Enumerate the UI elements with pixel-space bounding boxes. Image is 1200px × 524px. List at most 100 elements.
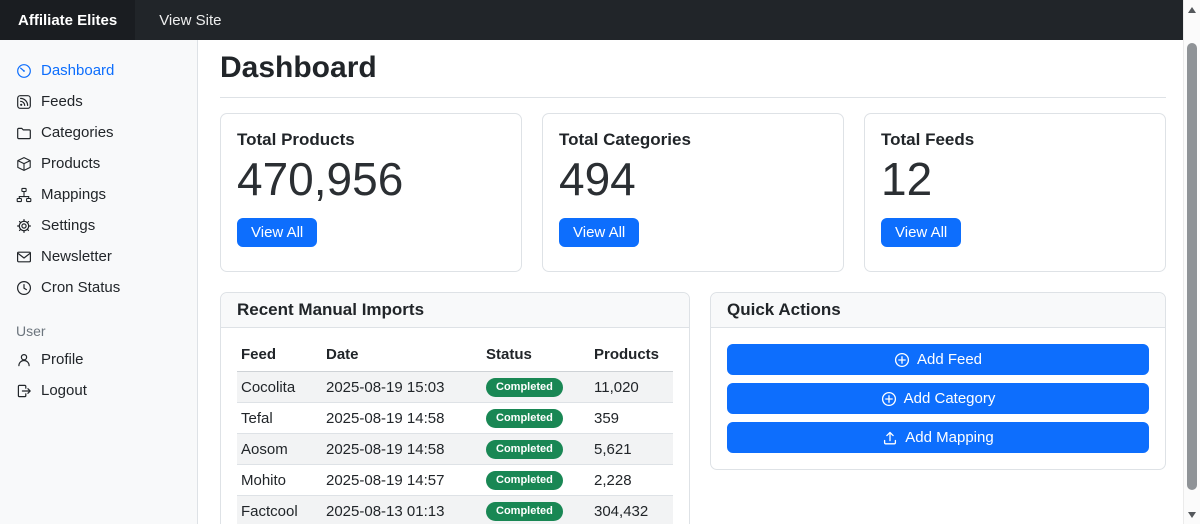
- gear-icon: [16, 218, 32, 234]
- box-icon: [16, 156, 32, 172]
- view-all-products-button[interactable]: View All: [237, 217, 318, 247]
- sidebar-item-label: Newsletter: [41, 248, 112, 265]
- sidebar-item-label: Mappings: [41, 186, 107, 203]
- person-icon: [16, 352, 32, 368]
- add-category-button[interactable]: Add Category: [727, 383, 1149, 414]
- column-header-products: Products: [590, 340, 673, 372]
- cell-feed: Mohito: [237, 464, 322, 496]
- stat-value: 12: [881, 153, 933, 205]
- envelope-icon: [16, 249, 32, 265]
- table-row: Aosom 2025-08-19 14:58 Completed 5,621: [237, 433, 673, 465]
- table-row: Mohito 2025-08-19 14:57 Completed 2,228: [237, 464, 673, 496]
- cell-feed: Cocolita: [237, 371, 322, 403]
- body-row: Dashboard Feeds Categories: [0, 40, 1183, 524]
- status-badge: Completed: [486, 378, 563, 397]
- stats-row: Total Products 470,956 View All Total Ca…: [220, 113, 1166, 272]
- sidebar-section-user: User: [16, 323, 46, 339]
- brand-link[interactable]: Affiliate Elites: [0, 0, 136, 40]
- speedometer-icon: [16, 63, 32, 79]
- view-all-feeds-button[interactable]: View All: [881, 217, 962, 247]
- rss-icon: [16, 94, 32, 110]
- sidebar-item-dashboard[interactable]: Dashboard: [0, 55, 197, 86]
- quick-actions-title: Quick Actions: [711, 293, 1165, 328]
- sidebar-item-label: Logout: [41, 382, 87, 399]
- table-row: Cocolita 2025-08-19 15:03 Completed 11,0…: [237, 371, 673, 403]
- sidebar-item-logout[interactable]: Logout: [0, 375, 197, 406]
- sidebar-item-newsletter[interactable]: Newsletter: [0, 241, 197, 272]
- folder-icon: [16, 125, 32, 141]
- table-row: Factcool 2025-08-13 01:13 Completed 304,…: [237, 495, 673, 524]
- scrollbar-thumb[interactable]: [1187, 43, 1197, 490]
- cell-feed: Tefal: [237, 402, 322, 434]
- scrollbar-up-arrow[interactable]: [1184, 2, 1200, 17]
- stat-title: Total Products: [237, 130, 355, 149]
- sidebar-item-profile[interactable]: Profile: [0, 344, 197, 375]
- recent-imports-body: Feed Date Status Products Cocolita: [221, 328, 689, 524]
- sidebar-item-products[interactable]: Products: [0, 148, 197, 179]
- stat-card-total-feeds: Total Feeds 12 View All: [864, 113, 1166, 272]
- sidebar-item-categories[interactable]: Categories: [0, 117, 197, 148]
- cell-date: 2025-08-19 15:03: [322, 371, 482, 403]
- main-content: Dashboard Total Products 470,956 View Al…: [198, 40, 1183, 524]
- cell-date: 2025-08-19 14:58: [322, 433, 482, 465]
- view-all-categories-button[interactable]: View All: [559, 217, 640, 247]
- table-row: Tefal 2025-08-19 14:58 Completed 359: [237, 402, 673, 434]
- column-header-status: Status: [482, 340, 590, 372]
- add-mapping-label: Add Mapping: [905, 429, 994, 446]
- recent-imports-table: Feed Date Status Products Cocolita: [237, 340, 673, 524]
- add-feed-button[interactable]: Add Feed: [727, 344, 1149, 375]
- vertical-scrollbar[interactable]: [1183, 0, 1200, 524]
- top-navbar: Affiliate Elites View Site: [0, 0, 1183, 40]
- recent-imports-title: Recent Manual Imports: [221, 293, 689, 328]
- stat-value: 470,956: [237, 153, 404, 205]
- column-header-date: Date: [322, 340, 482, 372]
- sidebar-item-label: Profile: [41, 351, 84, 368]
- recent-imports-card: Recent Manual Imports Feed Date Status P…: [220, 292, 690, 524]
- sidebar-item-label: Settings: [41, 217, 96, 234]
- status-badge: Completed: [486, 409, 563, 428]
- plus-circle-icon: [881, 391, 897, 407]
- cell-products: 359: [590, 402, 673, 434]
- sidebar-item-label: Categories: [41, 124, 114, 141]
- status-badge: Completed: [486, 502, 563, 521]
- sidebar-item-label: Products: [41, 155, 101, 172]
- add-mapping-button[interactable]: Add Mapping: [727, 422, 1149, 453]
- stat-title: Total Feeds: [881, 130, 975, 149]
- column-header-feed: Feed: [237, 340, 322, 372]
- panels-row: Recent Manual Imports Feed Date Status P…: [220, 292, 1166, 524]
- sidebar-item-label: Cron Status: [41, 279, 121, 296]
- sidebar: Dashboard Feeds Categories: [0, 40, 198, 524]
- sidebar-item-label: Feeds: [41, 93, 83, 110]
- cell-products: 11,020: [590, 371, 673, 403]
- upload-icon: [882, 430, 898, 446]
- cell-date: 2025-08-19 14:58: [322, 402, 482, 434]
- add-category-label: Add Category: [903, 390, 996, 407]
- diagram-icon: [16, 187, 32, 203]
- add-feed-label: Add Feed: [916, 351, 983, 368]
- stat-card-total-categories: Total Categories 494 View All: [542, 113, 844, 272]
- quick-actions-card: Quick Actions Add Feed: [710, 292, 1166, 470]
- cell-feed: Aosom: [237, 433, 322, 465]
- cell-products: 5,621: [590, 433, 673, 465]
- logout-icon: [16, 383, 32, 399]
- sidebar-item-cron-status[interactable]: Cron Status: [0, 272, 197, 303]
- nav-view-site-link[interactable]: View Site: [159, 11, 222, 29]
- clock-icon: [16, 280, 32, 296]
- cell-feed: Factcool: [237, 495, 322, 524]
- scrollbar-down-arrow[interactable]: [1184, 507, 1200, 522]
- sidebar-item-settings[interactable]: Settings: [0, 210, 197, 241]
- stat-title: Total Categories: [559, 130, 691, 149]
- stat-value: 494: [559, 153, 636, 205]
- sidebar-item-feeds[interactable]: Feeds: [0, 86, 197, 117]
- stat-card-total-products: Total Products 470,956 View All: [220, 113, 522, 272]
- plus-circle-icon: [894, 352, 910, 368]
- table-header-row: Feed Date Status Products: [237, 340, 673, 372]
- status-badge: Completed: [486, 440, 563, 459]
- cell-products: 2,228: [590, 464, 673, 496]
- cell-date: 2025-08-13 01:13: [322, 495, 482, 524]
- sidebar-item-mappings[interactable]: Mappings: [0, 179, 197, 210]
- quick-actions-body: Add Feed Add Category: [711, 328, 1165, 469]
- cell-date: 2025-08-19 14:57: [322, 464, 482, 496]
